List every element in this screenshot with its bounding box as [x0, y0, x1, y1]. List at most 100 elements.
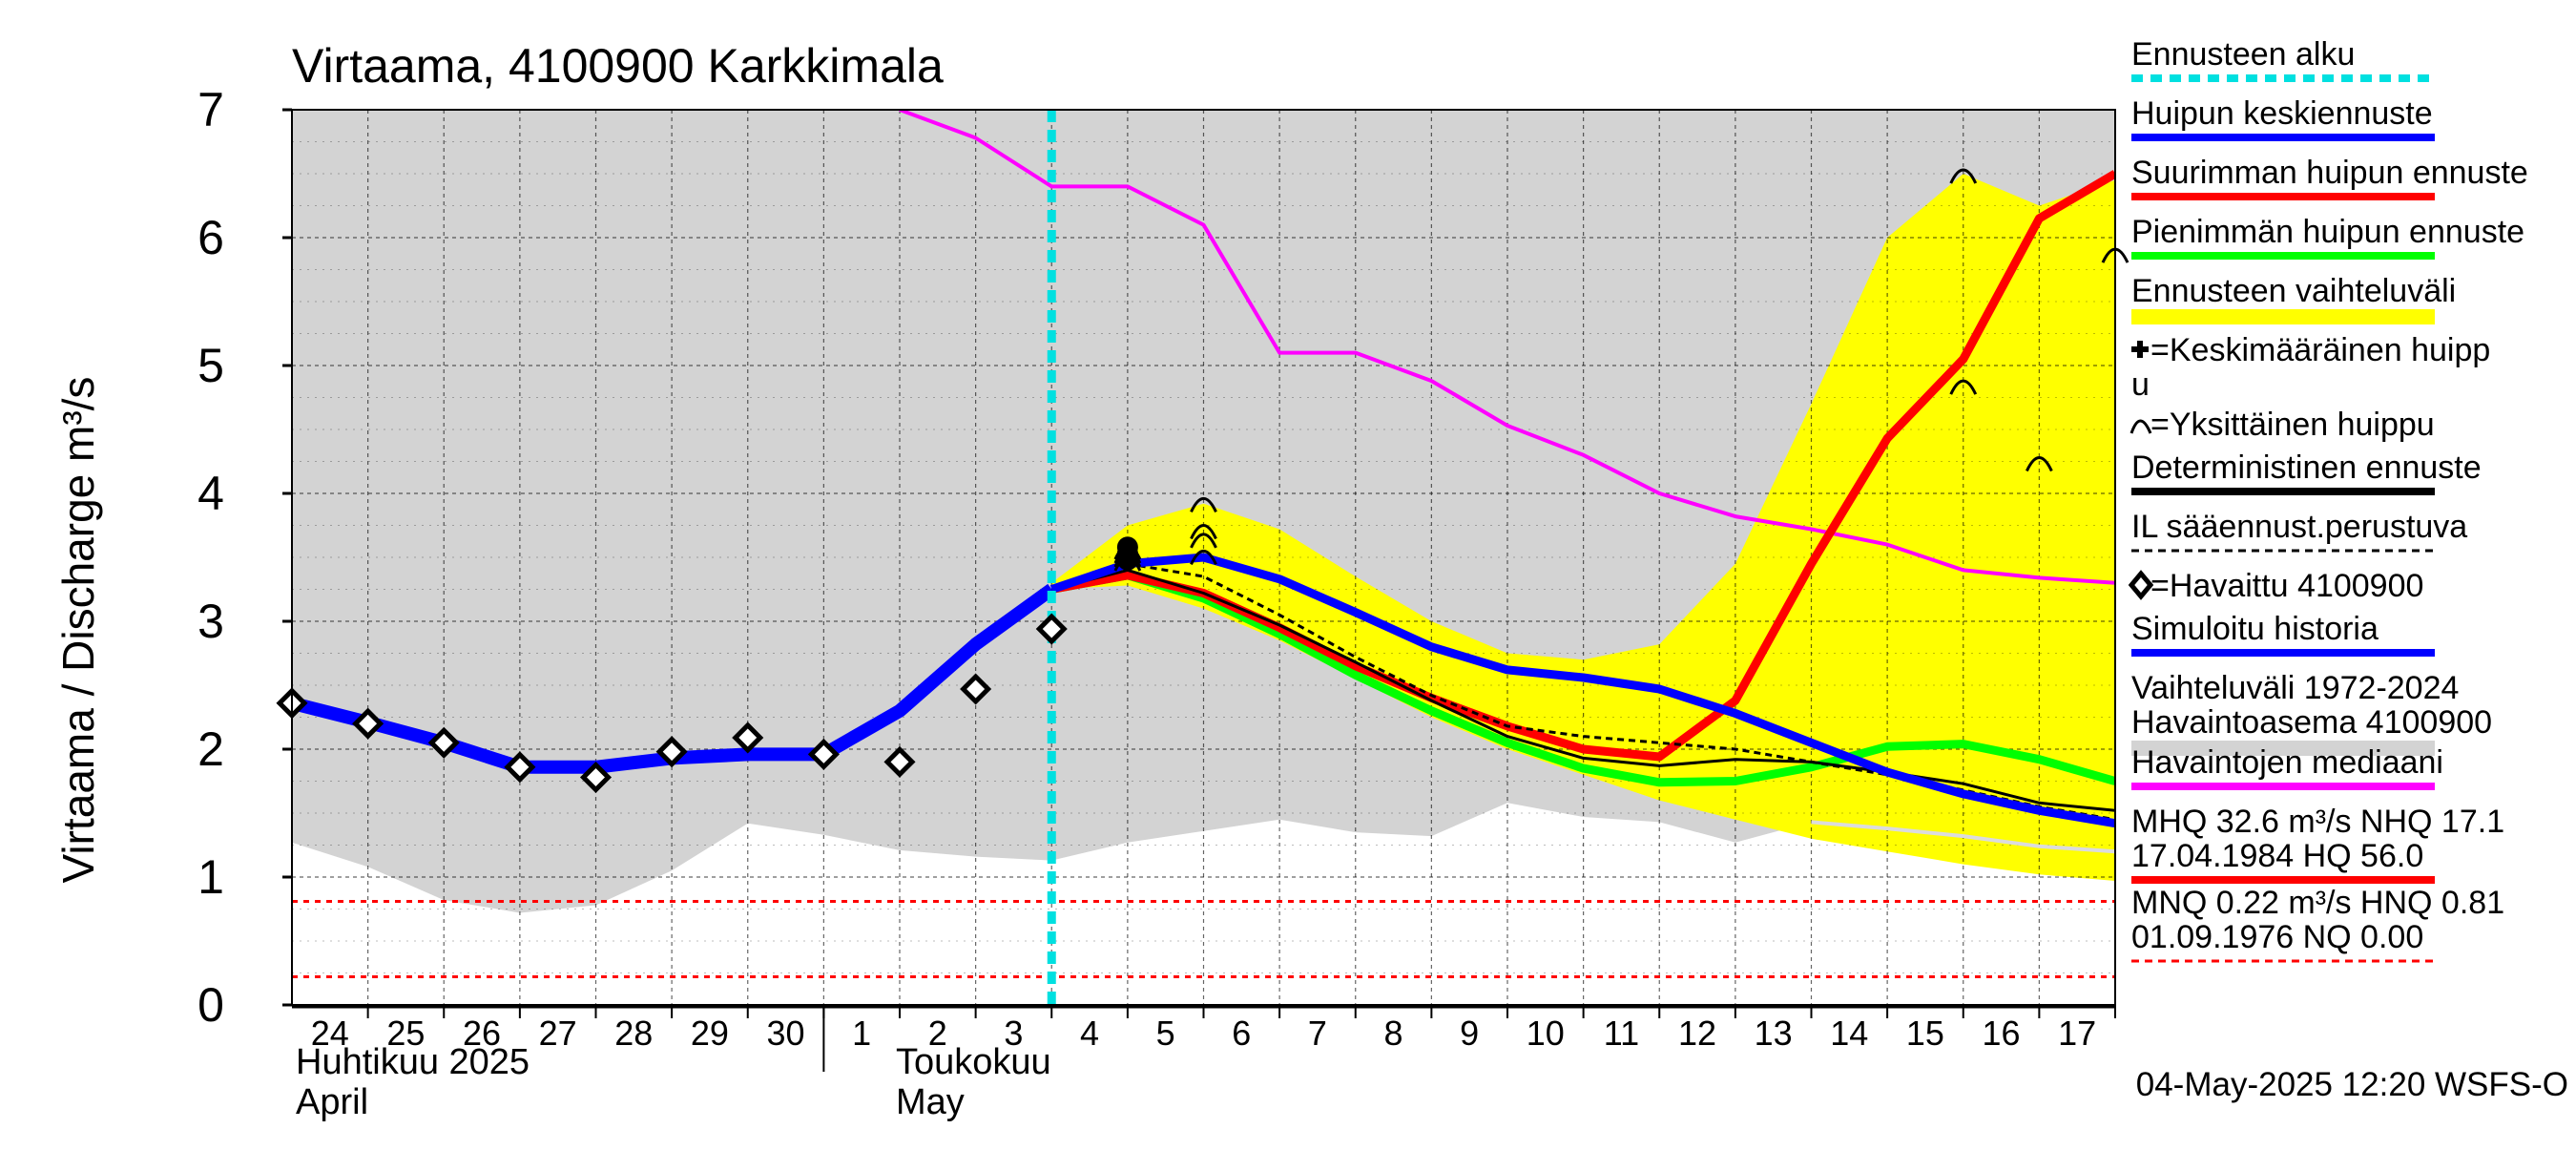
legend-label: Simuloitu historia: [2131, 611, 2379, 647]
legend-item-havaittu-4100900: =Havaittu 4100900: [2128, 568, 2423, 604]
observed-point: [883, 745, 916, 778]
legend-label: =Yksittäinen huippu: [2150, 407, 2435, 443]
legend-item-simuloitu-historia: Simuloitu historia: [2131, 611, 2435, 657]
y-axis-label: Virtaama / Discharge m³/s: [53, 377, 103, 884]
observed-point: [504, 751, 536, 784]
x-tick-label: 1: [852, 1014, 871, 1053]
footer-timestamp: 04-May-2025 12:20 WSFS-O: [2136, 1066, 2568, 1103]
x-tick-label: 25: [386, 1014, 425, 1053]
legend-label-line2: 17.04.1984 HQ 56.0: [2131, 838, 2423, 874]
forecast-band: [1051, 174, 2115, 881]
y-tick-label: 1: [197, 850, 224, 904]
series-deterministinen-ennuste: [1050, 568, 2115, 812]
x-tick-label: 5: [1156, 1014, 1175, 1053]
month-label-en: April: [296, 1082, 368, 1122]
y-tick-label: 5: [197, 339, 224, 392]
peak-marker: [1949, 168, 1978, 184]
legend-item-pienimm-n-huipun-ennuste: Pienimmän huipun ennuste: [2131, 214, 2524, 260]
x-tick-label: 4: [1080, 1014, 1099, 1053]
legend-label: Deterministinen ennuste: [2131, 450, 2482, 486]
x-tick-label: 28: [614, 1014, 653, 1053]
legend-swatch-band: [2131, 309, 2435, 324]
legend-label: IL sääennust.perustuva: [2131, 509, 2467, 545]
legend-label: Ennusteen vaihteluväli: [2131, 273, 2456, 309]
x-tick-label: 15: [1906, 1014, 1944, 1053]
y-tick-label: 7: [197, 83, 224, 136]
legend-item-ennusteen-vaihteluv-li: Ennusteen vaihteluväli: [2131, 273, 2456, 324]
observed-point: [352, 707, 384, 740]
legend-item-keskim-r-inen-huipp: =Keskimääräinen huippu: [2131, 332, 2490, 403]
x-tick-label: 14: [1830, 1014, 1868, 1053]
legend-item-yksitt-inen-huippu: =Yksittäinen huippu: [2129, 407, 2435, 443]
x-tick-label: 10: [1527, 1014, 1565, 1053]
x-tick-label: 24: [311, 1014, 349, 1053]
mean-peak-marker: [1116, 536, 1138, 558]
legend-label-line2: Havaintoasema 4100900: [2131, 704, 2492, 741]
chart-title: Virtaama, 4100900 Karkkimala: [292, 39, 944, 93]
observed-point: [579, 761, 613, 794]
series-pienimm-n-huipun-ennuste: [1050, 571, 2115, 787]
peak-marker: [1190, 533, 1217, 549]
legend-item-deterministinen-ennuste: Deterministinen ennuste: [2131, 450, 2482, 495]
x-tick-label: 12: [1678, 1014, 1716, 1053]
month-label-fi: Toukokuu: [896, 1042, 1051, 1082]
legend-label: =Havaittu 4100900: [2150, 568, 2423, 604]
y-tick-label: 4: [197, 467, 224, 520]
y-tick-label: 3: [197, 595, 224, 648]
observed-point: [807, 738, 840, 770]
observed-point: [655, 736, 688, 768]
observed-point: [732, 721, 764, 754]
legend-diamond: [2128, 570, 2154, 600]
x-tick-label: 16: [1983, 1014, 2021, 1053]
x-tick-label: 2: [928, 1014, 947, 1053]
legend: Ennusteen alku Huipun keskiennuste Suurimm…: [2128, 36, 2528, 963]
month-label-en: May: [896, 1082, 965, 1122]
y-tick-label: 2: [197, 722, 224, 776]
x-tick-label: 30: [767, 1014, 805, 1053]
x-tick-label: 26: [463, 1014, 501, 1053]
x-tick-label: 13: [1755, 1014, 1793, 1053]
legend-label: Vaihteluväli 1972-2024: [2131, 670, 2459, 706]
x-tick-label: 6: [1232, 1014, 1251, 1053]
legend-label: Havaintojen mediaani: [2131, 744, 2443, 781]
legend-arc: [2129, 419, 2152, 434]
legend-label-line2: 01.09.1976 NQ 0.00: [2131, 919, 2423, 955]
legend-item-il-s-ennust-perustuva: IL sääennust.perustuva: [2131, 509, 2467, 553]
x-tick-label: 17: [2058, 1014, 2096, 1053]
x-tick-label: 7: [1308, 1014, 1327, 1053]
legend-label: =Keskimääräinen huipp: [2150, 332, 2490, 368]
peak-marker: [1949, 379, 1978, 395]
x-tick-label: 29: [691, 1014, 729, 1053]
observed-point: [1035, 613, 1068, 645]
x-tick-label: 11: [1604, 1014, 1639, 1053]
legend-item-vaihteluv-li-1972-2024: Vaihteluväli 1972-2024 Havaintoasema 410…: [2131, 670, 2492, 756]
legend-label: Pienimmän huipun ennuste: [2131, 214, 2524, 250]
legend-item-huipun-keskiennuste: Huipun keskiennuste: [2131, 95, 2435, 141]
y-tick-label: 6: [197, 211, 224, 264]
legend-item-havaintojen-mediaani: Havaintojen mediaani: [2131, 744, 2443, 790]
observed-point: [427, 726, 460, 759]
legend-label-line2: u: [2131, 366, 2150, 403]
observed-point: [960, 673, 992, 705]
legend-label: Suurimman huipun ennuste: [2131, 155, 2528, 191]
legend-item-mhq-32-6-m-s-nhq-17-1: MHQ 32.6 m³/s NHQ 17.117.04.1984 HQ 56.0: [2131, 804, 2504, 884]
x-tick-label: 8: [1384, 1014, 1403, 1053]
legend-label: MHQ 32.6 m³/s NHQ 17.1: [2131, 804, 2504, 840]
plot-area: [276, 109, 2129, 1005]
x-tick-label: 9: [1460, 1014, 1479, 1053]
legend-label: MNQ 0.22 m³/s HNQ 0.81: [2131, 885, 2504, 921]
series-vaihteluv-li-1972-2024-lower: [1811, 820, 2115, 854]
legend-item-suurimman-huipun-ennuste: Suurimman huipun ennuste: [2131, 155, 2528, 200]
month-label-fi: Huhtikuu 2025: [296, 1042, 530, 1082]
legend-label: Huipun keskiennuste: [2131, 95, 2433, 132]
series-huipun-keskiennuste: [1049, 553, 2115, 828]
legend-item-ennusteen-alku: Ennusteen alku: [2131, 36, 2435, 82]
y-tick-label: 0: [197, 978, 224, 1032]
series-havaintojen-mediaani: [899, 110, 2115, 585]
legend-label: Ennusteen alku: [2131, 36, 2355, 73]
legend-swatch-band: [2131, 741, 2435, 756]
